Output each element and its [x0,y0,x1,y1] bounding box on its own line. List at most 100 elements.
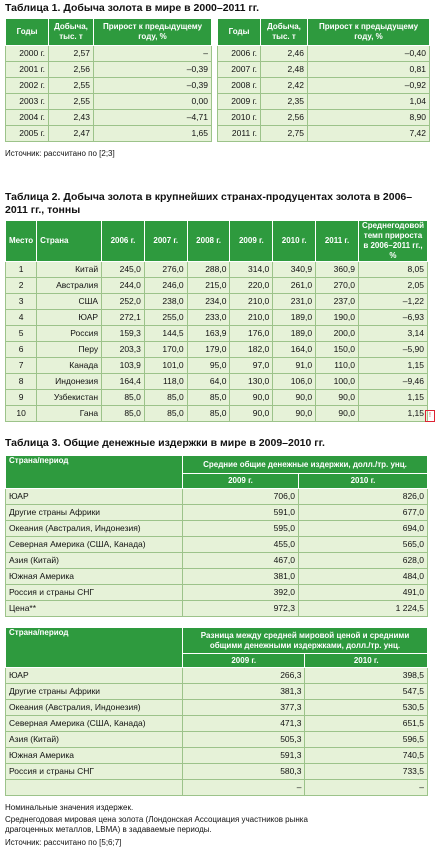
table-row: 2009 г. 2,35 1,04 [217,93,430,110]
growth-cell: –0,92 [307,77,430,94]
year-cell: 2008 г. [217,77,261,94]
region-cell: Другие страны Африки [5,504,183,521]
value-cell: 288,0 [186,261,231,278]
value-cell: 144,5 [143,325,188,342]
rank-cell: 1 [4,261,38,278]
value-cell: 90,0 [229,389,274,406]
value-2009-cell: 377,3 [181,699,306,716]
value-cell: 200,0 [315,325,359,342]
rank-cell: 10 [4,405,38,422]
table3-title: Таблица 3. Общие денежные издержки в мир… [5,437,325,449]
value-cell: 130,0 [229,373,274,390]
year-cell: 2005 г. [5,125,49,142]
table1-right: Годы Добыча, тыс. т Прирост к предыдущем… [217,18,430,142]
production-cell: 2,35 [260,93,308,110]
value-cell: 106,0 [272,373,317,390]
value-cell: 85,0 [143,389,188,406]
country-cell: ЮАР [36,309,103,326]
column-header: 2009 г. [229,220,274,262]
value-cell: 203,3 [101,341,145,358]
growth-cell: –0,39 [93,77,212,94]
value-cell: 1,15 [357,405,429,422]
table-row: 2000 г. 2,57– [5,45,212,62]
growth-cell: –0,39 [93,61,212,78]
value-cell: 231,0 [272,293,317,310]
table1-title: Таблица 1. Добыча золота в мире в 2000–2… [5,2,260,14]
table-row: 2007 г. 2,48 0,81 [217,61,430,78]
region-cell: Океания (Австралия, Индонезия) [5,520,183,537]
growth-cell: 7,42 [307,125,430,142]
column-header: 2007 г. [143,220,188,262]
table-row: 2006 г. 2,46 –0,40 [217,45,430,62]
table-row: 4 ЮАР 272,1 255,0 233,0 210,0 189,0 190,0 –6,93 [4,309,429,326]
production-cell: 2,42 [260,77,308,94]
value-2009-cell: 455,0 [182,536,299,553]
year-cell: 2007 г. [217,61,261,78]
table-row: Азия (Китай) 505,3 596,5 [5,731,428,748]
value-cell: 245,0 [101,261,145,278]
value-2009-cell: 591,0 [182,504,299,521]
value-cell: 233,0 [186,309,231,326]
region-cell: Океания (Австралия, Индонезия) [5,699,183,716]
country-cell: Австралия [36,277,103,294]
table-row: Океания (Австралия, Индонезия) 595,0 694,0 [5,520,429,537]
value-cell: 179,0 [186,341,231,358]
value-2010-cell: 398,5 [304,667,428,684]
value-cell: 255,0 [143,309,188,326]
year-2010-header: 2010 г. [297,473,429,489]
table-row: 3 США 252,0 238,0 234,0 210,0 231,0 237,0 –1,22 [4,293,429,310]
value-cell: 150,0 [315,341,359,358]
region-cell: Россия и страны СНГ [5,584,183,601]
column-header: Место [4,220,38,262]
growth-cell: –4,71 [93,109,212,126]
table-row: Северная Америка (США, Канада) 471,3 651,5 [5,715,428,732]
growth-cell: 1,04 [307,93,430,110]
year-cell: 2000 г. [5,45,49,62]
value-2009-cell: 467,0 [182,552,299,569]
value-cell: 163,9 [186,325,231,342]
region-cell: ЮАР [5,488,183,505]
region-cell: Азия (Китай) [5,552,183,569]
value-cell: 90,0 [315,389,359,406]
rank-cell: 3 [4,293,38,310]
year-cell: 2009 г. [217,93,261,110]
table-row: 2008 г. 2,42 –0,92 [217,77,430,94]
value-cell: 2,05 [357,277,429,294]
column-header: 2008 г. [186,220,231,262]
value-cell: 272,1 [101,309,145,326]
costs-header: Средние общие денежные издержки, долл./т… [182,455,428,474]
comment-icon: ! [425,410,435,422]
region-cell: ЮАР [5,667,183,684]
value-cell: 340,9 [272,261,317,278]
value-cell: 237,0 [315,293,359,310]
value-cell: 101,0 [143,357,188,374]
country-cell: Канада [36,357,103,374]
country-cell: Китай [36,261,103,278]
growth-cell: – [93,45,212,62]
value-cell: 244,0 [101,277,145,294]
year-2009-header: 2009 г. [181,653,306,668]
value-cell: 159,3 [101,325,145,342]
value-2010-cell: 596,5 [304,731,428,748]
rank-cell: 6 [4,341,38,358]
value-cell: 270,0 [315,277,359,294]
value-cell: 182,0 [229,341,274,358]
table-row: 6 Перу 203,3 170,0 179,0 182,0 164,0 150,0 –5,90 [4,341,429,358]
table2: Место Страна 2006 г. 2007 г. 2008 г. 2009 г. 2… [4,220,429,422]
col-year-header: Годы [217,18,261,46]
table-row: ЮАР 706,0 826,0 [5,488,429,505]
rank-cell: 7 [4,357,38,374]
value-cell: 190,0 [315,309,359,326]
year-cell: 2001 г. [5,61,49,78]
value-2010-cell: 651,5 [304,715,428,732]
table-row: 10 Гана 85,0 85,0 85,0 90,0 90,0 90,0 1,15 [4,405,429,422]
table-row: 2002 г. 2,55 –0,39 [5,77,212,94]
table3-difference: Страна/период Разница между средней миро… [5,627,428,796]
value-cell: –5,90 [357,341,429,358]
growth-cell: 0,00 [93,93,212,110]
value-2009-cell: 505,3 [181,731,306,748]
value-cell: 170,0 [143,341,188,358]
region-cell: Южная Америка [5,747,183,764]
column-header: 2010 г. [272,220,317,262]
